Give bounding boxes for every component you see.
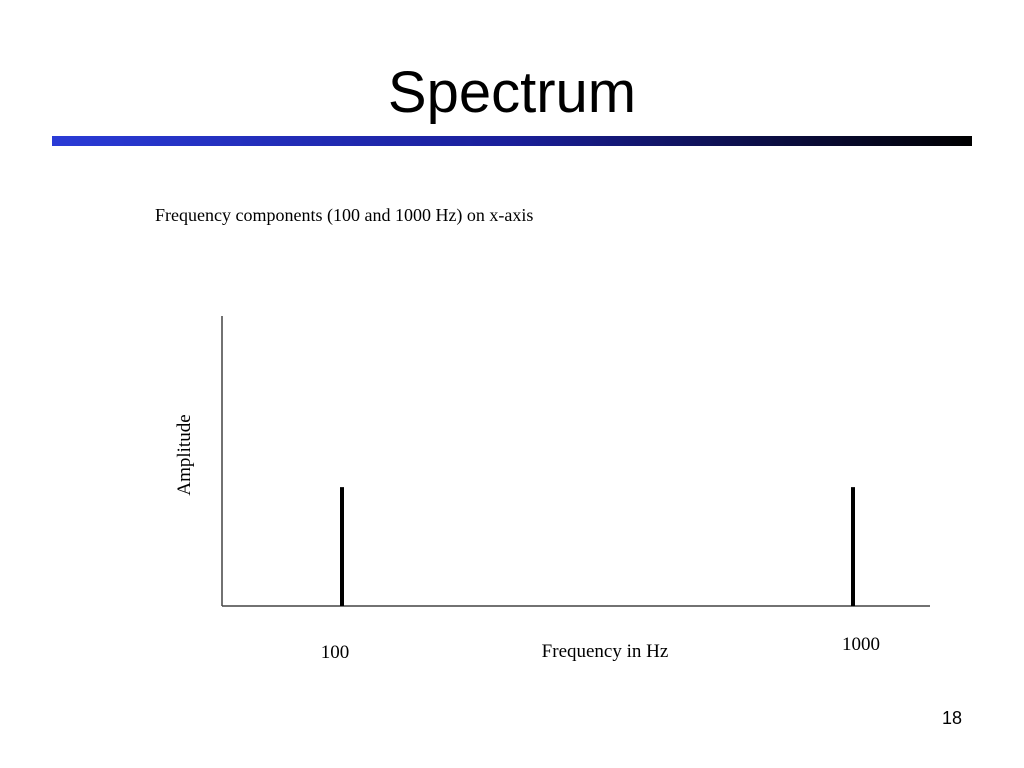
page-number: 18: [942, 708, 962, 728]
x-axis-label: Frequency in Hz: [542, 641, 669, 662]
annotation: Frequency components (100 and 1000 Hz) o…: [155, 205, 533, 226]
slide-title: Spectrum: [388, 60, 636, 125]
title-rule: [52, 136, 972, 146]
y-axis-label: Amplitude: [174, 414, 195, 495]
x-tick-label: 100: [321, 642, 350, 663]
x-tick-label: 1000: [842, 634, 880, 655]
